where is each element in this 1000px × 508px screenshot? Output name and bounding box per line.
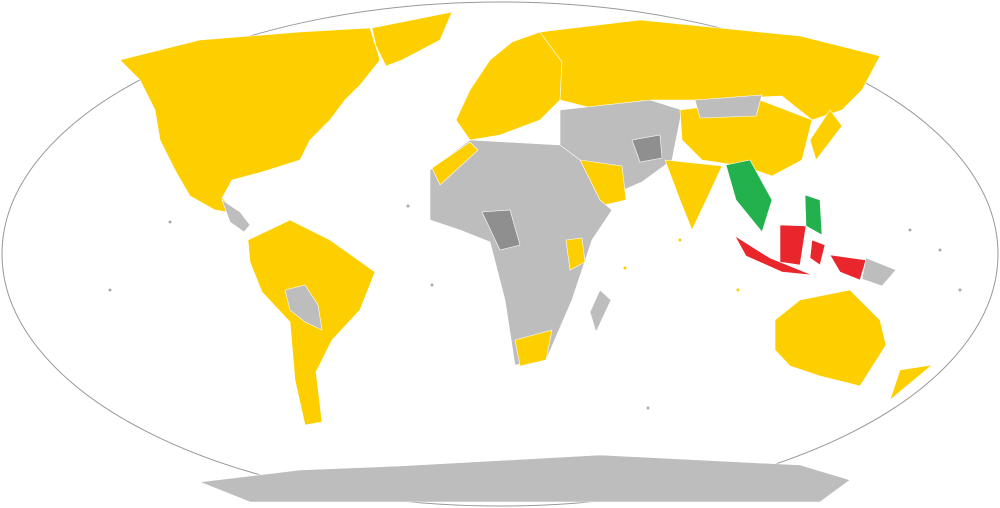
island-dot [938, 248, 942, 252]
north-africa-coast [431, 141, 479, 186]
afghanistan [631, 134, 663, 163]
kenya [565, 237, 586, 271]
china [679, 99, 813, 177]
mongolia [694, 94, 763, 119]
north-america [119, 27, 381, 215]
small-islands [108, 204, 962, 410]
island-dot [646, 406, 650, 410]
bolivia-paraguay [284, 284, 323, 331]
central-africa [481, 209, 521, 251]
island-dot [623, 266, 627, 270]
sulawesi [809, 239, 826, 266]
papua [829, 254, 867, 281]
landmasses [119, 11, 934, 503]
island-dot [108, 288, 112, 292]
madagascar [589, 289, 612, 333]
island-dot [958, 288, 962, 292]
greenland [371, 11, 453, 67]
mainland-southeast-asia [725, 159, 773, 233]
sumatra-java [734, 235, 813, 276]
borneo [779, 224, 807, 266]
japan [809, 109, 843, 161]
india [664, 159, 723, 231]
antarctica [199, 454, 851, 503]
philippines [804, 194, 823, 236]
new-zealand [889, 364, 934, 401]
island-dot [168, 220, 172, 224]
south-africa [514, 329, 553, 367]
island-dot [736, 288, 740, 292]
australia [774, 289, 887, 387]
island-dot [908, 228, 912, 232]
island-dot [406, 204, 410, 208]
island-dot [430, 283, 434, 287]
central-america [221, 199, 251, 233]
papua-new-guinea [861, 257, 897, 287]
russia [539, 19, 881, 121]
island-dot [678, 238, 682, 242]
africa [429, 139, 613, 366]
